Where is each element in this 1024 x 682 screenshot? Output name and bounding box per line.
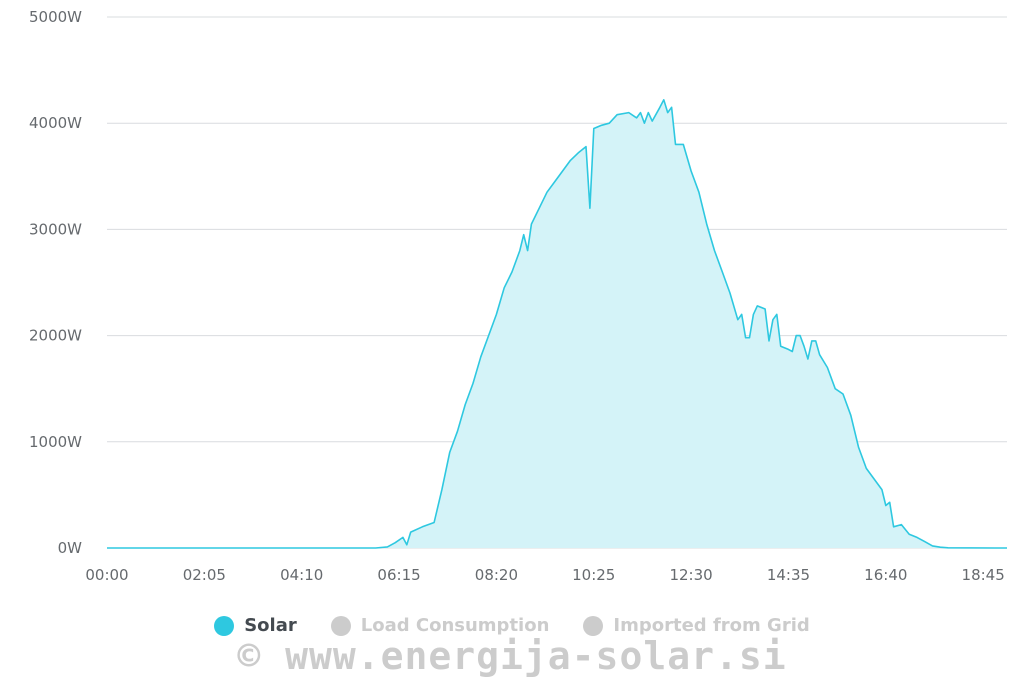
y-tick-label: 2000W bbox=[29, 327, 82, 345]
x-tick-label: 12:30 bbox=[669, 566, 712, 584]
watermark-text: © www.energija-solar.si bbox=[237, 634, 787, 678]
x-tick-label: 06:15 bbox=[377, 566, 420, 584]
legend-label: Solar bbox=[244, 615, 297, 636]
x-tick-label: 18:45 bbox=[962, 566, 1005, 584]
legend-item-imported-from-grid[interactable]: Imported from Grid bbox=[583, 615, 810, 636]
x-tick-label: 16:40 bbox=[864, 566, 907, 584]
x-tick-label: 00:00 bbox=[85, 566, 128, 584]
x-tick-label: 10:25 bbox=[572, 566, 615, 584]
chart-legend: Solar Load Consumption Imported from Grid bbox=[0, 615, 1024, 636]
series-area-solar bbox=[107, 99, 1007, 549]
y-tick-label: 0W bbox=[58, 539, 83, 557]
x-tick-label: 04:10 bbox=[280, 566, 323, 584]
legend-item-load-consumption[interactable]: Load Consumption bbox=[330, 615, 550, 636]
x-tick-label: 08:20 bbox=[475, 566, 518, 584]
legend-dot-icon bbox=[214, 615, 235, 636]
legend-item-solar[interactable]: Solar bbox=[214, 615, 297, 636]
y-tick-label: 1000W bbox=[29, 433, 82, 451]
legend-dot-icon bbox=[583, 615, 604, 636]
x-axis-ticks: 00:00 02:05 04:10 06:15 08:20 10:25 12:30 14:35… bbox=[85, 566, 1004, 584]
series-area-layer bbox=[107, 99, 1007, 549]
y-tick-label: 5000W bbox=[29, 8, 82, 26]
y-axis-ticks: 0W 1000W 2000W 3000W 4000W 5000W bbox=[29, 8, 82, 557]
x-tick-label: 14:35 bbox=[767, 566, 810, 584]
y-tick-label: 3000W bbox=[29, 220, 82, 238]
legend-label: Imported from Grid bbox=[613, 615, 810, 636]
solar-chart-svg: 0W 1000W 2000W 3000W 4000W 5000W 00:00 02:05 04… bbox=[29, 8, 1007, 584]
legend-dot-icon bbox=[330, 615, 351, 636]
series-line-solar bbox=[107, 99, 1007, 549]
x-tick-label: 02:05 bbox=[183, 566, 226, 584]
y-tick-label: 4000W bbox=[29, 114, 82, 132]
legend-label: Load Consumption bbox=[360, 615, 550, 636]
